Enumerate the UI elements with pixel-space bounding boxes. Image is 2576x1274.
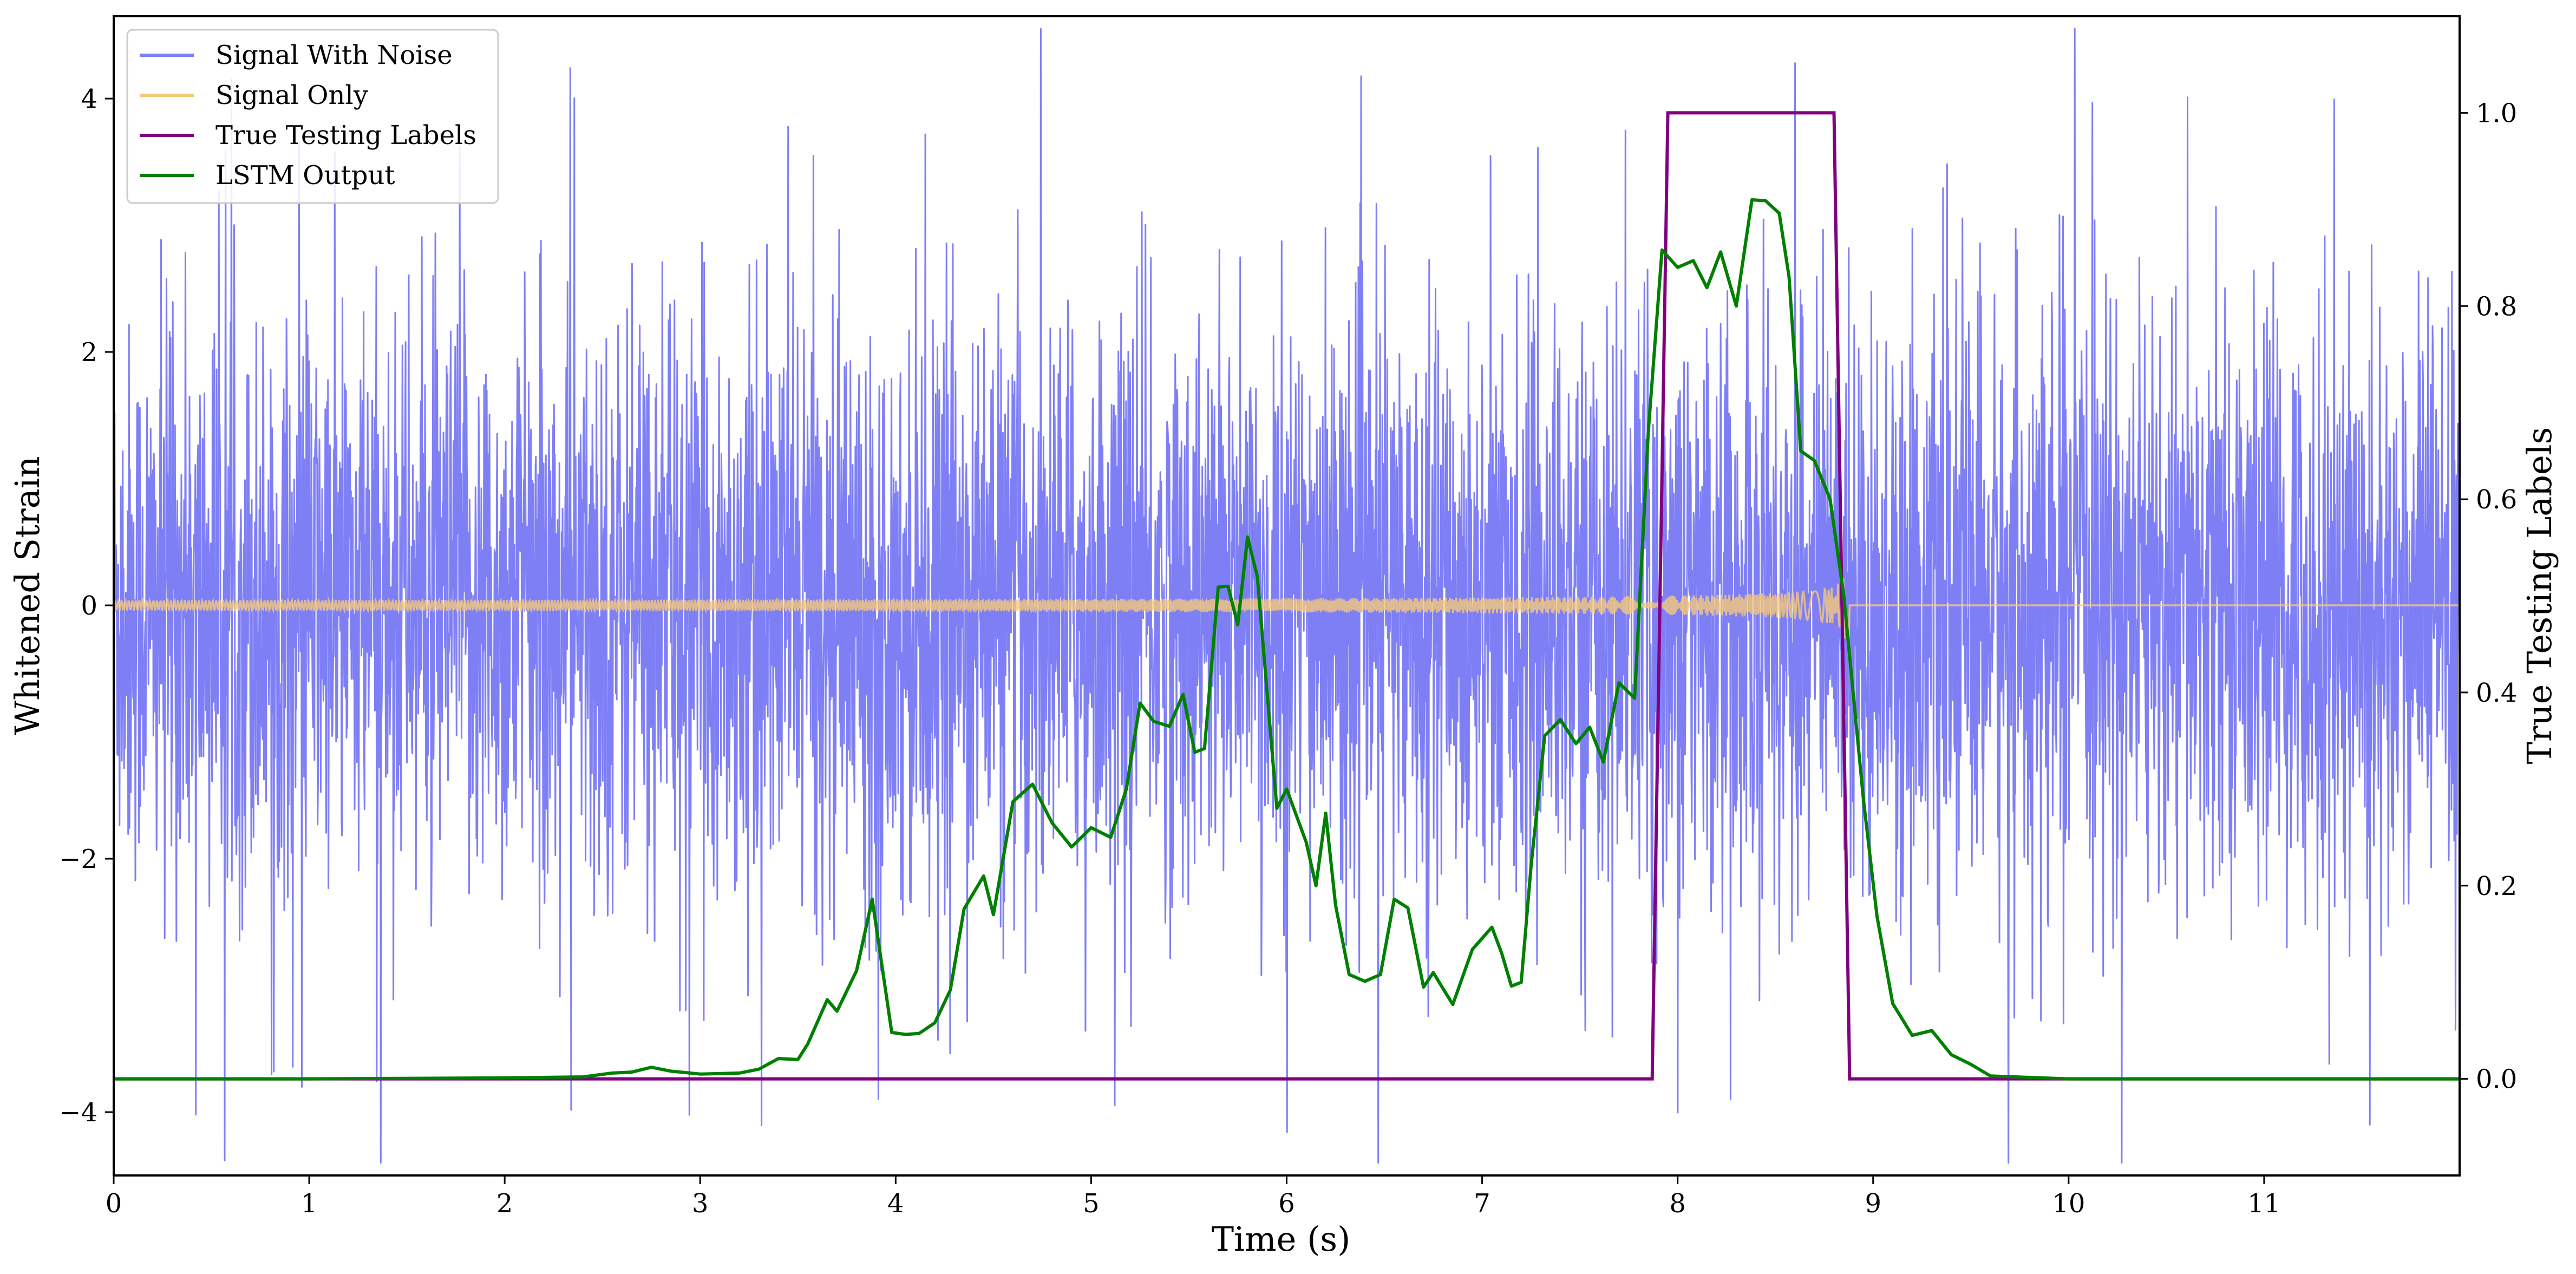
legend-label-signal-with-noise: Signal With Noise <box>215 40 453 70</box>
y-axis-title: Whitened Strain <box>8 456 47 735</box>
x-tick-label-8: 8 <box>1669 1188 1686 1219</box>
true-testing-labels-line <box>114 111 2460 1081</box>
y2-tick-label-3: 0.6 <box>2476 485 2517 515</box>
y-tick-label-0: −4 <box>59 1097 97 1128</box>
x-tick-label-7: 7 <box>1474 1188 1490 1219</box>
x-tick-label-0: 0 <box>106 1188 122 1219</box>
legend-label-true-testing-labels: True Testing Labels <box>215 120 476 151</box>
x-tick-label-3: 3 <box>692 1188 709 1219</box>
lstm-output-layer <box>114 198 2460 1081</box>
y2-axis-title: True Testing Labels <box>2520 427 2559 765</box>
x-tick-label-6: 6 <box>1278 1188 1295 1219</box>
y-tick-label-4: 4 <box>81 84 97 114</box>
y2-tick-label-5: 1.0 <box>2476 98 2517 128</box>
y-tick-label-2: 0 <box>81 591 97 621</box>
x-axis-title: Time (s) <box>1212 1219 1351 1259</box>
legend-box <box>126 29 499 204</box>
lstm-output-line <box>114 198 2460 1081</box>
legend: Signal With Noise Signal Only True Testi… <box>126 29 499 204</box>
signal-with-noise-layer <box>114 28 2460 1164</box>
true-testing-labels-layer <box>114 111 2460 1081</box>
x-tick-label-10: 10 <box>2052 1188 2085 1219</box>
y-axis-left: −4 −2 0 2 4 <box>59 84 114 1128</box>
x-tick-label-9: 9 <box>1865 1188 1881 1219</box>
x-tick-label-1: 1 <box>301 1188 318 1219</box>
signal-with-noise-line <box>114 28 2460 1164</box>
x-axis: 0 1 2 3 4 5 6 7 8 9 10 11 <box>106 1175 2280 1219</box>
y2-tick-label-4: 0.8 <box>2476 291 2517 322</box>
legend-label-lstm-output: LSTM Output <box>215 160 395 191</box>
x-tick-label-2: 2 <box>496 1188 513 1219</box>
y-tick-label-3: 2 <box>81 337 97 368</box>
signal-only-layer <box>114 578 2460 639</box>
y-axis-right: 0.0 0.2 0.4 0.6 0.8 1.0 <box>2460 98 2517 1095</box>
legend-label-signal-only: Signal Only <box>215 80 368 110</box>
y2-tick-label-2: 0.4 <box>2476 678 2517 708</box>
x-tick-label-11: 11 <box>2247 1188 2280 1219</box>
y-tick-label-1: −2 <box>59 844 97 874</box>
y2-tick-label-0: 0.0 <box>2476 1064 2517 1095</box>
y2-tick-label-1: 0.2 <box>2476 871 2517 901</box>
x-tick-label-5: 5 <box>1083 1188 1100 1219</box>
x-tick-label-4: 4 <box>887 1188 904 1219</box>
signal-only-line <box>114 578 2460 639</box>
